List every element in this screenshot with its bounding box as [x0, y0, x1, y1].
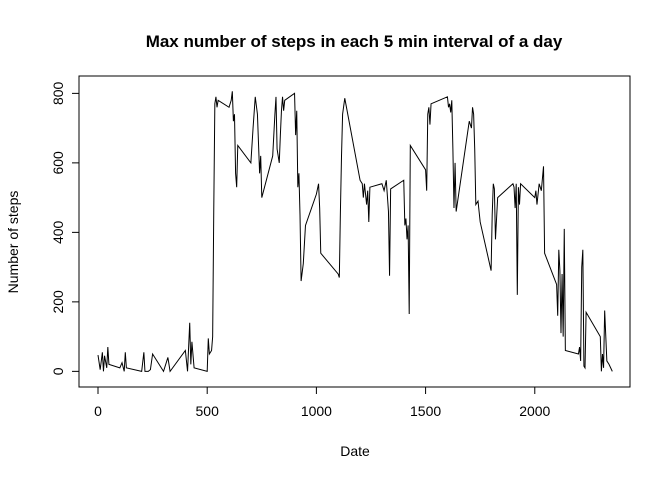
- y-tick-label: 200: [50, 290, 66, 314]
- y-tick-label: 0: [50, 367, 66, 375]
- x-tick-label: 500: [196, 403, 220, 419]
- y-axis-label: Number of steps: [5, 191, 21, 294]
- x-axis-label: Date: [340, 443, 370, 459]
- y-tick-label: 800: [50, 81, 66, 105]
- x-tick-label: 1000: [301, 403, 332, 419]
- y-tick-label: 400: [50, 220, 66, 244]
- chart-title: Max number of steps in each 5 min interv…: [146, 32, 563, 51]
- data-line: [97, 91, 613, 373]
- x-tick-label: 0: [94, 403, 102, 419]
- y-tick-label: 600: [50, 151, 66, 175]
- x-tick-label: 2000: [519, 403, 550, 419]
- x-tick-label: 1500: [410, 403, 441, 419]
